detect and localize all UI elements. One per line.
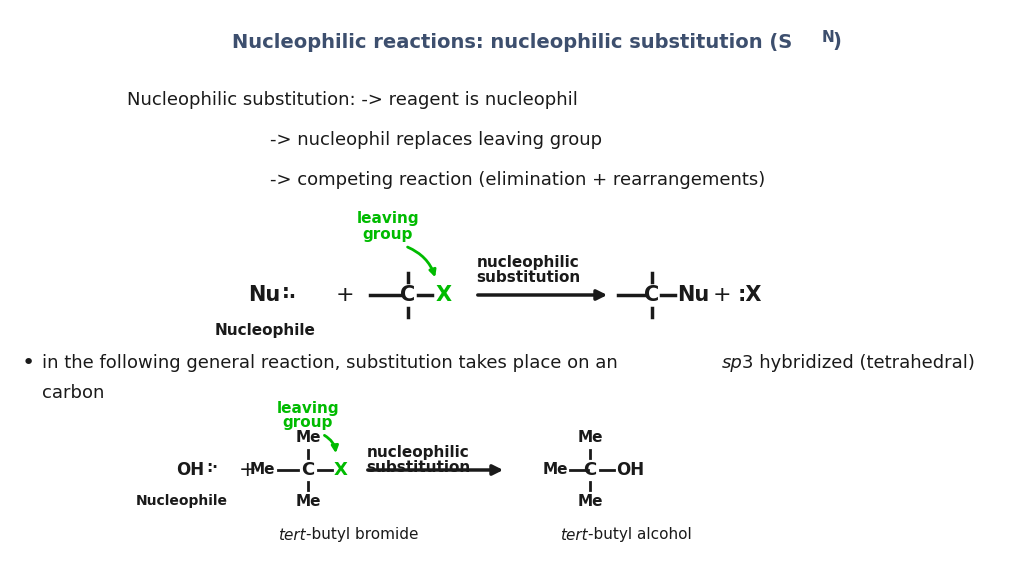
Text: C: C <box>301 461 314 479</box>
Text: Me: Me <box>578 495 603 510</box>
Text: Me: Me <box>295 495 321 510</box>
Text: substitution: substitution <box>476 271 581 286</box>
Text: C: C <box>584 461 597 479</box>
Text: Me: Me <box>250 463 275 478</box>
Text: in the following general reaction, substitution takes place on an: in the following general reaction, subst… <box>42 354 624 372</box>
Text: leaving: leaving <box>276 400 339 415</box>
Text: -butyl bromide: -butyl bromide <box>306 528 419 543</box>
Text: Me: Me <box>295 430 321 445</box>
Text: nucleophilic: nucleophilic <box>367 445 469 460</box>
Text: group: group <box>362 226 414 241</box>
Text: :.: :. <box>282 283 297 302</box>
Text: Me: Me <box>578 430 603 445</box>
Text: OH: OH <box>176 461 204 479</box>
Text: C: C <box>644 285 659 305</box>
Text: C: C <box>400 285 416 305</box>
Text: -> nucleophil replaces leaving group: -> nucleophil replaces leaving group <box>270 131 602 149</box>
Text: nucleophilic: nucleophilic <box>476 255 580 270</box>
Text: +: + <box>713 285 731 305</box>
Text: Nu: Nu <box>677 285 710 305</box>
Text: +: + <box>240 460 257 480</box>
Text: substitution: substitution <box>366 460 470 475</box>
Text: leaving: leaving <box>356 210 419 225</box>
Text: Nucleophilic substitution: -> reagent is nucleophil: Nucleophilic substitution: -> reagent is… <box>127 91 578 109</box>
Text: tert: tert <box>279 528 306 543</box>
Text: Nu: Nu <box>248 285 280 305</box>
Text: group: group <box>283 415 333 430</box>
Text: Nucleophile: Nucleophile <box>215 323 315 338</box>
Text: X: X <box>334 461 348 479</box>
Text: N: N <box>822 31 835 46</box>
Text: ): ) <box>831 32 841 51</box>
Text: -> competing reaction (elimination + rearrangements): -> competing reaction (elimination + rea… <box>270 171 765 189</box>
Text: Nucleophilic reactions: nucleophilic substitution (S: Nucleophilic reactions: nucleophilic sub… <box>231 32 793 51</box>
Text: :·: :· <box>206 460 218 476</box>
Text: 3 hybridized (tetrahedral): 3 hybridized (tetrahedral) <box>742 354 975 372</box>
Text: Nucleophile: Nucleophile <box>136 494 228 508</box>
Text: X: X <box>436 285 453 305</box>
Text: OH: OH <box>616 461 644 479</box>
Text: •: • <box>22 353 35 373</box>
Text: -butyl alcohol: -butyl alcohol <box>588 528 692 543</box>
Text: :X: :X <box>738 285 763 305</box>
Text: +: + <box>336 285 354 305</box>
Text: sp: sp <box>722 354 742 372</box>
Text: Me: Me <box>543 463 568 478</box>
Text: carbon: carbon <box>42 384 104 402</box>
Text: tert: tert <box>560 528 588 543</box>
